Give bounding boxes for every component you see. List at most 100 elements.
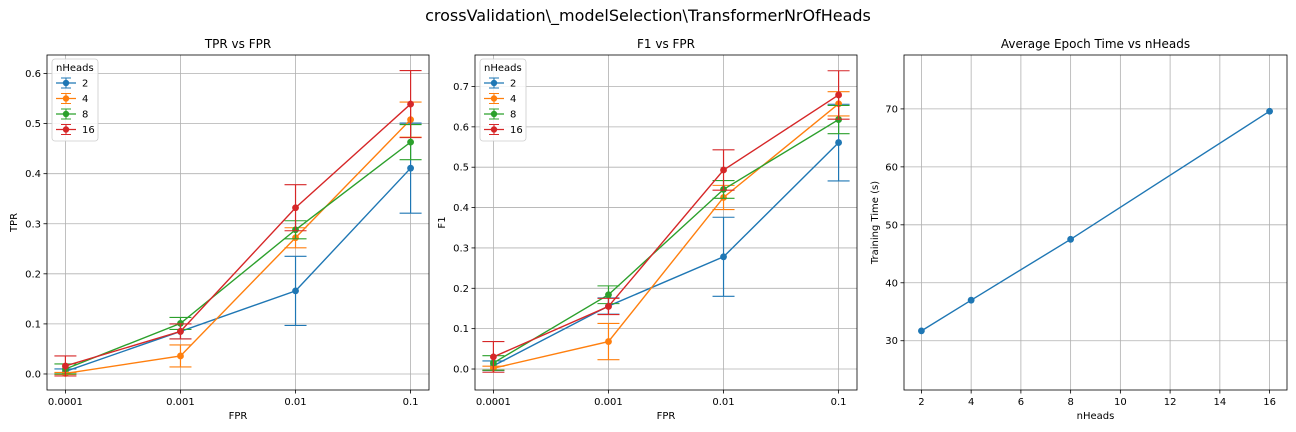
- series-line: [493, 118, 839, 364]
- legend-item-8: 8: [56, 108, 88, 121]
- x-tick-label: 0.01: [712, 397, 734, 408]
- y-tick-label: 40: [885, 278, 898, 289]
- legend-marker: [490, 126, 498, 133]
- legend-marker: [62, 79, 70, 87]
- legend-item-2: 2: [56, 77, 88, 90]
- data-point: [967, 296, 975, 304]
- y-tick-label: 0.4: [25, 169, 41, 180]
- series-line: [493, 103, 840, 369]
- series-1: [918, 107, 1273, 335]
- legend-box: [479, 58, 527, 142]
- x-axis-label: nHeads: [1077, 411, 1115, 422]
- legend-label: 2: [510, 79, 516, 90]
- chart-title: F1 vs FPR: [637, 37, 695, 51]
- legend-label: 16: [510, 125, 523, 136]
- plot-frame: [46, 54, 430, 391]
- legend-item-4: 4: [484, 93, 516, 105]
- legend-item-16: 16: [56, 124, 95, 136]
- series-line: [493, 94, 839, 358]
- data-point: [407, 100, 414, 108]
- y-tick-label: 0.7: [453, 82, 469, 93]
- series-line: [65, 119, 412, 375]
- x-tick-label: 0.001: [166, 397, 195, 408]
- legend-label: 4: [510, 94, 516, 105]
- y-tick-label: 0.1: [453, 324, 469, 335]
- y-tick-label: 0.0: [453, 365, 469, 376]
- series-line: [493, 142, 840, 367]
- x-tick-label: 16: [1263, 397, 1276, 408]
- x-tick-label: 12: [1164, 397, 1177, 408]
- chart-panel-1: 0.0001 0.001 0.01 0.1 0.0 0.1 0.2 0.3 0.4 0.5 0.6 T…: [9, 37, 430, 422]
- y-axis-label: F1: [437, 216, 448, 228]
- data-point: [292, 287, 299, 295]
- data-point: [62, 362, 69, 370]
- data-point: [177, 328, 184, 335]
- x-tick-label: 0.1: [831, 397, 847, 408]
- legend-label: 8: [82, 110, 88, 121]
- x-axis-label: FPR: [657, 411, 676, 422]
- plot-frame: [903, 54, 1288, 391]
- data-point: [1266, 107, 1273, 115]
- y-tick-label: 0.0: [25, 369, 41, 380]
- data-point: [177, 352, 184, 360]
- data-point: [1067, 235, 1075, 243]
- x-tick-label: 10: [1114, 397, 1127, 408]
- data-point: [720, 166, 727, 174]
- y-axis-label: TPR: [9, 213, 20, 233]
- data-point: [605, 291, 612, 299]
- x-tick-label: 0.0001: [476, 397, 511, 408]
- y-axis-label: Training Time (s): [870, 181, 881, 265]
- data-point: [835, 91, 842, 99]
- y-tick-label: 0.6: [453, 122, 469, 133]
- data-point: [407, 164, 414, 172]
- legend-marker: [62, 95, 70, 102]
- legend-item-2: 2: [484, 77, 516, 90]
- legend-label: 4: [82, 94, 88, 105]
- data-point: [835, 139, 842, 146]
- series-16: [482, 70, 850, 373]
- legend-item-16: 16: [484, 124, 523, 136]
- series-line: [65, 141, 412, 370]
- series-line: [65, 103, 412, 367]
- series-16: [54, 69, 422, 377]
- x-tick-label: 6: [1018, 397, 1024, 408]
- y-tick-label: 0.5: [25, 119, 41, 130]
- legend-title: nHeads: [56, 63, 94, 74]
- plot-frame: [474, 54, 858, 391]
- y-tick-label: 0.5: [453, 163, 469, 174]
- x-tick-label: 0.0001: [48, 397, 83, 408]
- chart-title: TPR vs FPR: [204, 37, 271, 51]
- chart-panel-2: 0.0001 0.001 0.01 0.1 0.0 0.1 0.2 0.3 0.4 0.5 0.6 0…: [437, 37, 858, 422]
- y-tick-label: 60: [885, 162, 898, 173]
- legend-box: [51, 58, 99, 142]
- y-tick-label: 0.3: [453, 243, 469, 254]
- data-point: [407, 138, 414, 146]
- chart-panel-3: 2 4 6 8 10 12 14 16 30 40 50 60 70 Average Epoch Time…: [870, 37, 1288, 422]
- data-point: [292, 204, 299, 212]
- y-tick-label: 50: [885, 220, 898, 231]
- y-tick-label: 0.2: [25, 269, 41, 280]
- y-tick-label: 0.3: [25, 219, 41, 230]
- x-tick-label: 14: [1213, 397, 1226, 408]
- y-tick-label: 0.2: [453, 284, 469, 295]
- plot-area: [475, 55, 857, 390]
- x-tick-label: 0.01: [284, 397, 306, 408]
- y-tick-label: 70: [885, 104, 898, 115]
- chart-title: Average Epoch Time vs nHeads: [1001, 37, 1190, 51]
- series-line: [65, 167, 412, 373]
- y-tick-label: 0.6: [25, 69, 41, 80]
- legend-label: 8: [510, 110, 516, 121]
- legend-marker: [490, 95, 498, 102]
- legend-title: nHeads: [484, 63, 522, 74]
- x-tick-label: 8: [1067, 397, 1073, 408]
- data-point: [918, 327, 925, 335]
- legend-marker: [62, 126, 70, 133]
- x-tick-label: 0.001: [594, 397, 623, 408]
- figure-title: crossValidation\_modelSelection\Transfor…: [425, 6, 871, 25]
- y-tick-label: 0.1: [25, 319, 41, 330]
- legend-marker: [62, 110, 70, 118]
- legend-label: 2: [82, 79, 88, 90]
- x-axis-label: FPR: [229, 411, 248, 422]
